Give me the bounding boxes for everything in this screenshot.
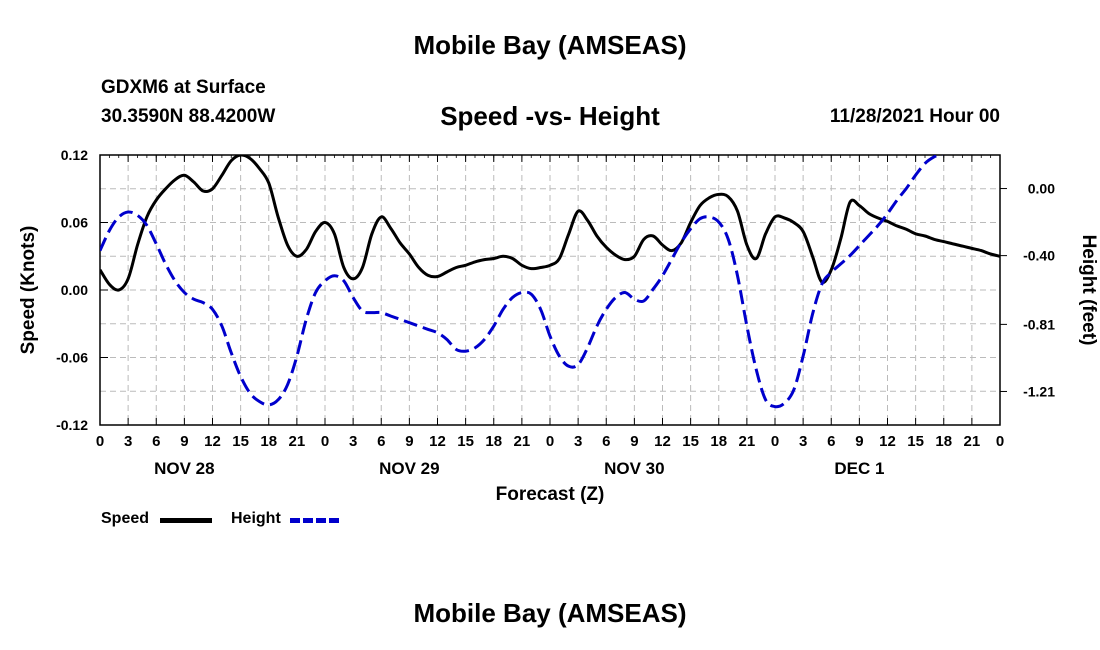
x-tick-label: 3 [124, 433, 132, 450]
height-series-line [100, 155, 944, 409]
x-tick-label: 21 [739, 433, 756, 450]
x-tick-label: 0 [996, 433, 1004, 450]
y-left-tick-label: 0.00 [61, 282, 88, 298]
date-label: NOV 30 [604, 459, 664, 478]
y-right-axis-label: Height (feet) [1078, 235, 1099, 346]
x-tick-label: 15 [682, 433, 699, 450]
x-tick-label: 6 [827, 433, 835, 450]
forecast-timestamp: 11/28/2021 Hour 00 [829, 106, 1000, 127]
y-left-tick-label: 0.06 [61, 215, 88, 231]
x-tick-label: 12 [429, 433, 446, 450]
y-left-tick-label: -0.06 [56, 350, 88, 366]
speed-height-chart: 0 3 6 9 12 15 18 21 0 3 6 9 12 15 18 21 0 3 6 9 12 15 18 21 0 3 6 9… [18, 147, 1099, 505]
x-tick-label: 9 [855, 433, 863, 450]
x-tick-label: 21 [964, 433, 981, 450]
x-tick-label: 0 [96, 433, 104, 450]
x-tick-label: 21 [289, 433, 306, 450]
y-left-tick-label: 0.12 [61, 147, 88, 163]
footer-title: Mobile Bay (AMSEAS) [413, 598, 687, 628]
y-right-tick-label: -1.21 [1023, 383, 1055, 399]
x-tick-label: 0 [546, 433, 554, 450]
date-label: NOV 28 [154, 459, 214, 478]
y-right-tick-label: 0.00 [1028, 181, 1055, 197]
y-right-tick-label: -0.81 [1023, 316, 1055, 332]
x-tick-label: 9 [405, 433, 413, 450]
x-tick-label: 12 [654, 433, 671, 450]
date-label: DEC 1 [834, 459, 884, 478]
y-left-axis-label: Speed (Knots) [18, 226, 39, 355]
x-tick-label: 12 [204, 433, 221, 450]
x-tick-label: 3 [349, 433, 357, 450]
x-tick-label: 15 [907, 433, 924, 450]
x-tick-label: 3 [574, 433, 582, 450]
x-tick-label: 6 [152, 433, 160, 450]
chart-title: Mobile Bay (AMSEAS) [413, 30, 687, 60]
x-axis-label: Forecast (Z) [496, 484, 605, 505]
chart-subtitle: Speed -vs- Height [440, 101, 660, 131]
x-tick-label: 6 [602, 433, 610, 450]
station-label: GDXM6 at Surface [101, 77, 266, 98]
legend-speed-swatch [160, 518, 212, 523]
y-left-tick-label: -0.12 [56, 417, 88, 433]
legend-height-label: Height [231, 510, 281, 527]
x-tick-label: 15 [232, 433, 249, 450]
date-label: NOV 29 [379, 459, 439, 478]
x-tick-label: 15 [457, 433, 474, 450]
x-tick-label: 3 [799, 433, 807, 450]
legend-height-swatch [290, 518, 342, 523]
x-tick-label: 12 [879, 433, 896, 450]
x-tick-label: 18 [485, 433, 502, 450]
x-tick-label: 0 [321, 433, 329, 450]
x-tick-label: 9 [180, 433, 188, 450]
x-tick-label: 18 [710, 433, 727, 450]
legend-speed-label: Speed [101, 510, 150, 527]
x-tick-label: 9 [630, 433, 638, 450]
x-tick-label: 18 [260, 433, 277, 450]
x-tick-label: 18 [935, 433, 952, 450]
speed-series-line [100, 155, 1000, 292]
x-tick-label: 21 [514, 433, 531, 450]
x-tick-label: 0 [771, 433, 779, 450]
y-right-tick-label: -0.40 [1023, 248, 1055, 264]
x-tick-label: 6 [377, 433, 385, 450]
station-coordinates: 30.3590N 88.4200W [101, 106, 276, 127]
